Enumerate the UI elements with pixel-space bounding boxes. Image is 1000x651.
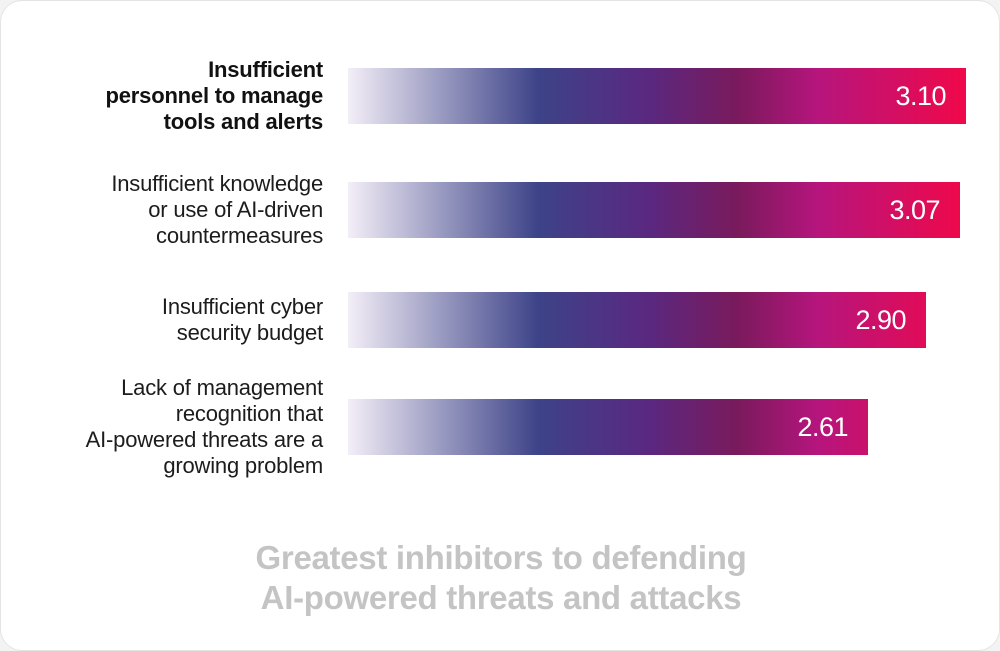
chart-caption: Greatest inhibitors to defending AI-powe… [1,538,999,618]
category-label: Insufficient cyber security budget [161,294,323,345]
bar-value-label: 3.10 [895,81,946,111]
category-label: Lack of management recognition that AI-p… [85,375,324,478]
bar: 2.90 [348,292,926,348]
bar-value-label: 3.07 [889,195,940,225]
bar: 3.07 [348,182,960,238]
category-label: Insufficient personnel to manage tools a… [105,57,324,134]
bar: 2.61 [348,399,868,455]
bar-value-label: 2.90 [855,305,906,335]
caption-line-1: Greatest inhibitors to defending [255,539,747,576]
bar: 3.10 [348,68,966,124]
category-label: Insufficient knowledge or use of AI-driv… [111,171,323,248]
bar-value-label: 2.61 [797,412,848,442]
caption-line-2: AI-powered threats and attacks [260,579,742,616]
